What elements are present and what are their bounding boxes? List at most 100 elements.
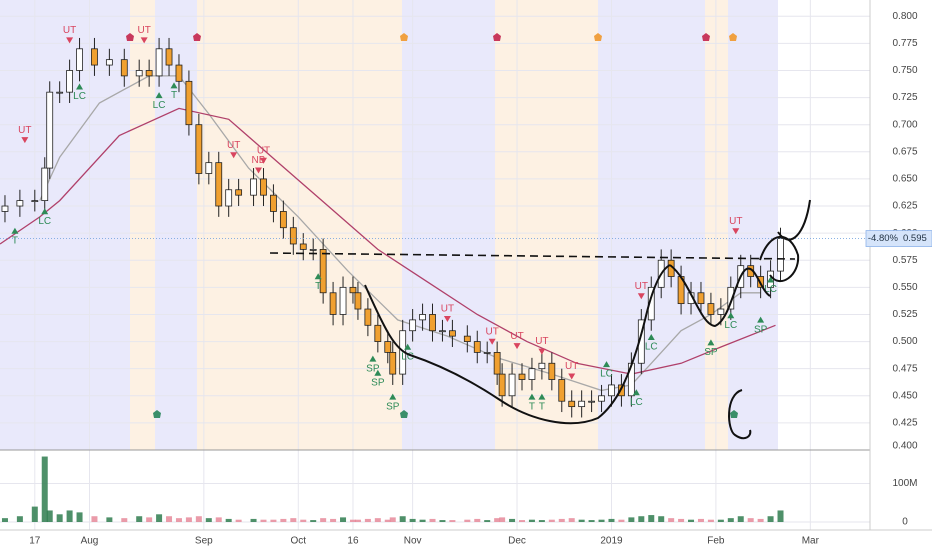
- signal-marker: [528, 393, 536, 400]
- volume-bar: [519, 520, 525, 522]
- volume-bar: [290, 518, 297, 522]
- candle-body: [135, 70, 143, 77]
- signal-label: LC: [401, 351, 414, 362]
- signal-marker: [314, 273, 322, 280]
- candle-body: [195, 124, 203, 174]
- candle-body: [777, 238, 784, 272]
- x-tick-label: Mar: [802, 536, 820, 547]
- volume-bar: [678, 518, 685, 522]
- signal-label: T: [12, 235, 18, 246]
- signal-marker: [538, 393, 546, 400]
- signal-marker: [707, 339, 715, 346]
- signal-label: UT: [510, 331, 523, 342]
- signal-marker: [76, 83, 84, 90]
- signal-marker: [603, 361, 611, 368]
- volume-bar: [136, 516, 143, 522]
- volume-bar: [166, 516, 173, 522]
- candle-body: [409, 319, 417, 332]
- y-tick-label: 0.700: [892, 119, 917, 130]
- signal-label: LC: [153, 100, 166, 111]
- candle-body: [299, 243, 307, 250]
- volume-bar: [76, 512, 83, 522]
- signal-label: LC: [764, 284, 777, 295]
- candle-body: [145, 70, 153, 77]
- volume-bar: [384, 519, 391, 522]
- volume-bar: [41, 456, 48, 522]
- signal-marker: [538, 348, 546, 355]
- x-tick-label: 16: [347, 536, 359, 547]
- signal-label: UT: [565, 361, 578, 372]
- volume-bar: [464, 519, 471, 522]
- candle-body: [384, 341, 392, 353]
- signal-marker: [404, 343, 412, 350]
- signal-label: SP: [371, 377, 385, 388]
- signal-label: LC: [73, 91, 86, 102]
- signal-marker: [21, 137, 29, 144]
- signal-marker: [41, 208, 49, 215]
- candle-body: [608, 384, 615, 397]
- volume-bar: [280, 518, 287, 522]
- volume-bar: [628, 517, 635, 522]
- candle-body: [349, 286, 357, 294]
- candle-body: [260, 178, 267, 196]
- candle-body: [175, 64, 183, 82]
- volume-bar: [46, 510, 53, 522]
- signal-label: LC: [600, 369, 613, 380]
- volume-bar: [399, 516, 406, 522]
- volume-bar: [707, 519, 714, 522]
- volume-bar: [1, 518, 8, 522]
- y-tick-label: 0.425: [892, 418, 917, 429]
- volume-bar: [156, 514, 163, 522]
- signal-label: UT: [729, 216, 742, 227]
- volume-bar: [310, 520, 317, 522]
- last-price-label: 0.595: [903, 233, 927, 244]
- y-tick-label: 0.625: [892, 201, 917, 212]
- candle-body: [448, 330, 456, 337]
- volume-bar: [697, 518, 704, 522]
- candle-body: [105, 59, 113, 66]
- signal-marker: [568, 373, 576, 380]
- signal-marker: [637, 293, 645, 300]
- candle-body: [16, 200, 24, 207]
- volume-bar: [354, 519, 361, 522]
- volume-bar: [195, 516, 202, 522]
- x-tick-label: 2019: [600, 536, 623, 547]
- volume-bar: [717, 519, 724, 522]
- volume-bar: [66, 510, 73, 522]
- candle-body: [518, 373, 526, 380]
- y-tick-label: 0.750: [892, 65, 917, 76]
- x-tick-label: Oct: [291, 536, 307, 547]
- volume-bar: [727, 518, 734, 522]
- signal-label: UT: [441, 304, 454, 315]
- signal-marker: [732, 228, 740, 235]
- signal-label: UT: [63, 25, 76, 36]
- candle-body: [707, 303, 715, 315]
- signal-marker: [230, 152, 238, 159]
- signal-marker: [513, 343, 521, 350]
- signal-label: UT: [535, 336, 548, 347]
- candle-body: [250, 178, 257, 196]
- candle-body: [289, 227, 297, 245]
- candle-body: [538, 362, 546, 370]
- candle-body: [225, 189, 233, 207]
- signal-label: T: [171, 90, 177, 101]
- y-tick-label: 0.400: [892, 441, 917, 452]
- candle-body: [319, 248, 327, 294]
- volume-bar: [439, 520, 446, 522]
- volume-bar: [777, 510, 784, 522]
- volume-tick-label: 0: [902, 517, 908, 528]
- y-tick-label: 0.500: [892, 336, 917, 347]
- candle-body: [364, 308, 372, 326]
- volume-bar: [340, 517, 347, 522]
- volume-bar: [270, 519, 277, 522]
- candle-body: [66, 70, 73, 93]
- candle-body: [339, 286, 347, 315]
- candle-body: [578, 400, 586, 408]
- y-tick-label: 0.450: [892, 390, 917, 401]
- candle-body: [205, 162, 213, 174]
- volume-bar: [688, 519, 695, 522]
- signal-marker: [632, 389, 640, 396]
- signal-marker: [374, 369, 382, 376]
- y-tick-label: 0.800: [892, 11, 917, 22]
- y-tick-label: 0.475: [892, 363, 917, 374]
